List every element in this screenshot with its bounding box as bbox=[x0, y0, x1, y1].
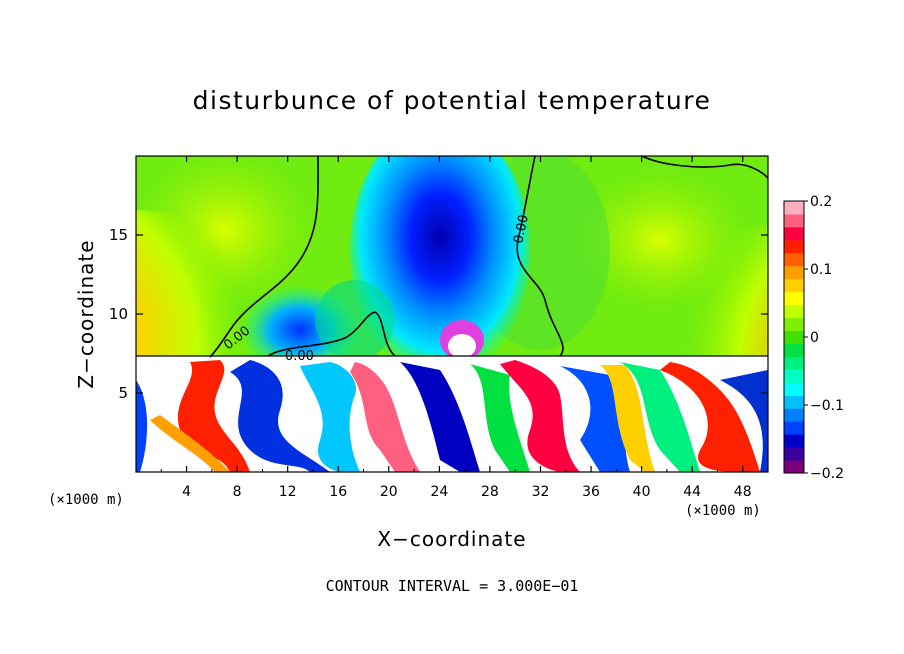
colorbar-swatch bbox=[784, 201, 804, 215]
colorbar-swatch bbox=[784, 304, 804, 319]
colorbar-swatch bbox=[784, 382, 804, 396]
colorbar-swatch bbox=[784, 278, 804, 293]
x-tick-label: 28 bbox=[481, 484, 499, 500]
x-tick-label: 16 bbox=[329, 484, 347, 500]
x-tick-label: 48 bbox=[734, 484, 752, 500]
colorbar-swatch bbox=[784, 213, 804, 228]
x-tick-label: 44 bbox=[683, 484, 701, 500]
y-axis: 5 10 15 bbox=[109, 226, 768, 402]
colorbar-swatch bbox=[784, 460, 804, 474]
colorbar-swatch bbox=[784, 356, 804, 370]
colorbar: 0.2 0.1 0 −0.1 −0.2 bbox=[783, 194, 844, 482]
y-axis-title: Z−coordinate bbox=[74, 239, 98, 389]
colorbar-swatch bbox=[784, 330, 804, 344]
x-axis-title: X−coordinate bbox=[377, 527, 527, 551]
colorbar-tick-label: 0.1 bbox=[810, 262, 832, 278]
colorbar-tick-label: −0.1 bbox=[810, 398, 844, 414]
x-tick-label: 32 bbox=[532, 484, 550, 500]
colorbar-swatch bbox=[784, 265, 804, 280]
field-lower bbox=[136, 356, 768, 472]
colorbar-swatch bbox=[784, 252, 804, 267]
x-tick-label: 36 bbox=[582, 484, 600, 500]
y-tick-label: 10 bbox=[109, 305, 128, 323]
contour-interval-note: CONTOUR INTERVAL = 3.000E−01 bbox=[325, 577, 579, 595]
x-tick-label: 20 bbox=[380, 484, 398, 500]
colorbar-swatch bbox=[784, 395, 804, 409]
x-tick-label: 40 bbox=[633, 484, 651, 500]
colorbar-swatch bbox=[784, 408, 804, 422]
chart-title: disturbunce of potential temperature bbox=[192, 86, 712, 115]
contour-label: 0.00 bbox=[285, 349, 314, 364]
colorbar-tick-label: −0.2 bbox=[810, 466, 844, 482]
x-unit-right: (×1000 m) bbox=[685, 503, 761, 519]
colorbar-tick-label: 0 bbox=[810, 330, 819, 346]
y-tick-label: 5 bbox=[118, 384, 128, 402]
colorbar-swatch bbox=[784, 369, 804, 383]
x-axis: 4 8 12 16 20 24 28 32 36 40 44 48 bbox=[160, 156, 752, 500]
x-tick-label: 4 bbox=[182, 484, 191, 500]
colorbar-swatch bbox=[784, 226, 804, 241]
colorbar-swatch bbox=[784, 317, 804, 332]
contour-label: 0.00 bbox=[511, 213, 532, 244]
x-tick-label: 24 bbox=[430, 484, 448, 500]
colorbar-swatch bbox=[784, 434, 804, 448]
contour-lines bbox=[136, 156, 768, 358]
colorbar-swatch bbox=[784, 447, 804, 461]
y-tick-label: 15 bbox=[109, 226, 128, 244]
colorbar-tick-label: 0.2 bbox=[810, 194, 832, 210]
colorbar-swatch bbox=[784, 291, 804, 306]
x-tick-label: 12 bbox=[279, 484, 297, 500]
x-tick-label: 8 bbox=[233, 484, 242, 500]
x-unit-left: (×1000 m) bbox=[48, 492, 124, 508]
colorbar-swatch bbox=[784, 421, 804, 435]
colorbar-swatch bbox=[784, 239, 804, 254]
colorbar-swatch bbox=[784, 343, 804, 357]
